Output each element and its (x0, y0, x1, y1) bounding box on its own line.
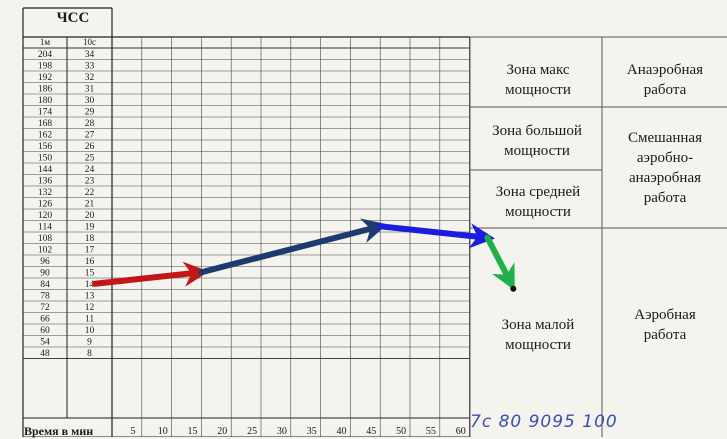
time-tick: 30 (277, 426, 287, 437)
hr-10s-label: 30 (85, 96, 95, 106)
work-mixed: Смешанная аэробно- анаэробная работа (628, 130, 702, 206)
hr-1m-label: 132 (38, 188, 53, 198)
time-tick: 55 (426, 426, 436, 437)
hr-1m-label: 48 (40, 349, 50, 359)
hr-1m-label: 96 (40, 257, 50, 267)
time-tick: 20 (217, 426, 227, 437)
hr-10s-label: 33 (85, 62, 95, 72)
work-anaerobic: Анаэробная работа (626, 62, 704, 98)
hr-10s-label: 18 (85, 234, 95, 244)
hr-10s-label: 26 (85, 142, 95, 152)
hr-10s-label: 22 (85, 188, 95, 198)
hr-1m-label: 150 (38, 154, 53, 164)
hr-1m-label: 198 (38, 62, 53, 72)
time-tick: 5 (130, 426, 135, 437)
hr-10s-label: 24 (85, 165, 95, 175)
time-tick: 40 (337, 426, 347, 437)
arrow-warmup (92, 261, 209, 287)
hr-1m-label: 204 (38, 50, 53, 60)
hr-10s-label: 12 (85, 303, 95, 313)
hr-1m-label: 90 (40, 269, 50, 279)
time-tick: 25 (247, 426, 257, 437)
hr-10s-label: 31 (85, 85, 95, 95)
hr-1m-label: 72 (40, 303, 50, 313)
hr-1m-label: 120 (38, 211, 53, 221)
hr-1m-label: 78 (40, 292, 50, 302)
arrow-plateau (377, 223, 495, 249)
hr-1m-label: 144 (38, 165, 53, 175)
hr-10s-label: 8 (87, 349, 92, 359)
hr-1m-label: 114 (38, 223, 52, 233)
hr-1m-label: 60 (40, 326, 50, 336)
hr-10s-label: 13 (85, 292, 95, 302)
hr-1m-label: 192 (38, 73, 53, 83)
hr-1m-label: 66 (40, 315, 50, 325)
zone-max: Зона макс мощности (505, 62, 571, 98)
hr-1m-label: 84 (40, 280, 50, 290)
hr-10s-label: 17 (85, 246, 95, 256)
hr-10s-label: 23 (85, 177, 95, 187)
hr-10s-label: 29 (85, 108, 95, 118)
hr-1m-label: 180 (38, 96, 53, 106)
time-axis-label: Время в мин (24, 424, 94, 438)
hr-1m-label: 162 (38, 131, 53, 141)
hr-1m-label: 136 (38, 177, 53, 187)
time-tick: 50 (396, 426, 406, 437)
time-tick: 45 (366, 426, 376, 437)
hr-10s-label: 10 (85, 326, 95, 336)
hr-1m-label: 174 (38, 108, 53, 118)
handwritten-note: 7с 80 9095 100 (470, 412, 618, 432)
hr-1m-label: 186 (38, 85, 53, 95)
work-aerobic: Аэробная работа (634, 307, 696, 343)
hr-10s-label: 14 (85, 280, 95, 290)
hr-10s-label: 15 (85, 269, 95, 279)
hr-1m-label: 168 (38, 119, 53, 129)
hr-10s-label: 32 (85, 73, 95, 83)
hr-10s-label: 16 (85, 257, 95, 267)
end-point (510, 285, 517, 292)
hr-1m-label: 54 (40, 338, 50, 348)
hr-1m-label: 108 (38, 234, 53, 244)
hr-title: ЧСС (56, 10, 90, 26)
hr-10s-label: 19 (85, 223, 95, 233)
time-tick: 10 (158, 426, 168, 437)
arrow-recovery (484, 234, 515, 291)
hr-10s-label: 21 (85, 200, 95, 210)
zone-medium: Зона средней мощности (495, 184, 581, 220)
hr-1m-label: 102 (38, 246, 53, 256)
time-tick: 15 (188, 426, 198, 437)
hr-10s-label: 20 (85, 211, 95, 221)
hr-10s-label: 25 (85, 154, 95, 164)
col-header-1m: 1м (40, 37, 51, 47)
col-header-10s: 10с (83, 37, 96, 47)
hr-1m-label: 156 (38, 142, 53, 152)
hr-1m-label: 126 (38, 200, 53, 210)
hr-10s-label: 9 (87, 338, 92, 348)
zone-high: Зона большой мощности (492, 123, 582, 159)
zone-low: Зона малой мощности (501, 317, 575, 353)
hr-10s-label: 28 (85, 119, 95, 129)
hr-10s-label: 27 (85, 131, 95, 141)
hr-10s-label: 11 (85, 315, 94, 325)
time-tick: 60 (456, 426, 466, 437)
arrow-rise (198, 218, 388, 276)
hr-10s-label: 34 (85, 50, 95, 60)
time-tick: 35 (307, 426, 317, 437)
